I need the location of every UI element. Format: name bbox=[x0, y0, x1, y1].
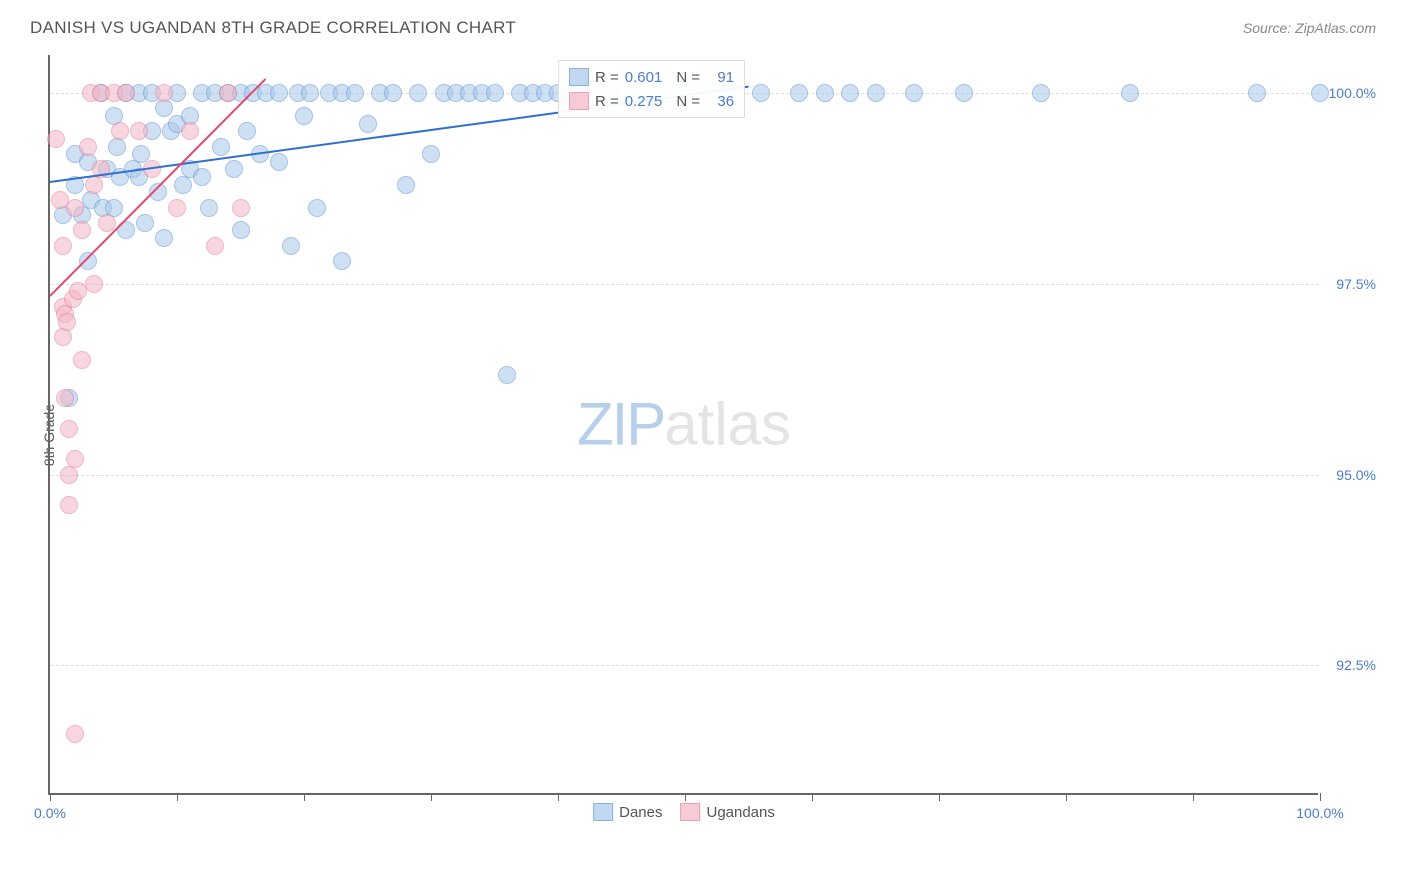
scatter-point bbox=[422, 145, 440, 163]
chart-title: DANISH VS UGANDAN 8TH GRADE CORRELATION … bbox=[30, 18, 516, 38]
scatter-point bbox=[73, 221, 91, 239]
legend-label: Ugandans bbox=[706, 804, 774, 821]
x-tick bbox=[685, 793, 686, 801]
scatter-point bbox=[867, 84, 885, 102]
scatter-point bbox=[168, 199, 186, 217]
gridline-h bbox=[51, 475, 1319, 476]
scatter-point bbox=[155, 229, 173, 247]
watermark: ZIPatlas bbox=[577, 390, 791, 459]
scatter-point bbox=[212, 138, 230, 156]
legend-stats: R = 0.601 N = 91 R = 0.275 N = 36 bbox=[558, 60, 745, 118]
scatter-point bbox=[1032, 84, 1050, 102]
chart-source: Source: ZipAtlas.com bbox=[1243, 20, 1376, 36]
y-tick-label: 100.0% bbox=[1329, 85, 1376, 101]
legend-label: Danes bbox=[619, 804, 662, 821]
scatter-point bbox=[219, 84, 237, 102]
scatter-point bbox=[384, 84, 402, 102]
scatter-point bbox=[409, 84, 427, 102]
scatter-point bbox=[225, 160, 243, 178]
scatter-point bbox=[54, 237, 72, 255]
scatter-point bbox=[270, 84, 288, 102]
x-tick bbox=[50, 793, 51, 801]
scatter-point bbox=[66, 199, 84, 217]
scatter-point bbox=[301, 84, 319, 102]
scatter-point bbox=[790, 84, 808, 102]
scatter-point bbox=[130, 122, 148, 140]
x-tick bbox=[177, 793, 178, 801]
scatter-point bbox=[1121, 84, 1139, 102]
scatter-point bbox=[73, 351, 91, 369]
x-tick bbox=[1193, 793, 1194, 801]
scatter-point bbox=[85, 275, 103, 293]
scatter-point bbox=[193, 168, 211, 186]
scatter-point bbox=[200, 199, 218, 217]
scatter-point bbox=[136, 214, 154, 232]
scatter-point bbox=[181, 122, 199, 140]
scatter-point bbox=[232, 199, 250, 217]
scatter-point bbox=[498, 366, 516, 384]
scatter-point bbox=[752, 84, 770, 102]
scatter-point bbox=[1311, 84, 1329, 102]
gridline-h bbox=[51, 284, 1319, 285]
scatter-point bbox=[56, 389, 74, 407]
x-tick-label: 0.0% bbox=[34, 805, 66, 821]
x-tick bbox=[558, 793, 559, 801]
x-tick bbox=[304, 793, 305, 801]
scatter-point bbox=[79, 138, 97, 156]
scatter-point bbox=[69, 282, 87, 300]
scatter-point bbox=[955, 84, 973, 102]
scatter-point bbox=[295, 107, 313, 125]
x-tick bbox=[812, 793, 813, 801]
scatter-point bbox=[117, 84, 135, 102]
scatter-point bbox=[60, 496, 78, 514]
scatter-point bbox=[486, 84, 504, 102]
scatter-point bbox=[905, 84, 923, 102]
scatter-point bbox=[60, 420, 78, 438]
scatter-point bbox=[111, 122, 129, 140]
scatter-point bbox=[47, 130, 65, 148]
scatter-point bbox=[816, 84, 834, 102]
scatter-point bbox=[841, 84, 859, 102]
scatter-point bbox=[270, 153, 288, 171]
x-tick bbox=[431, 793, 432, 801]
scatter-point bbox=[397, 176, 415, 194]
scatter-point bbox=[58, 313, 76, 331]
y-tick-label: 92.5% bbox=[1336, 657, 1376, 673]
y-tick-label: 95.0% bbox=[1336, 467, 1376, 483]
scatter-point bbox=[346, 84, 364, 102]
legend-stats-row: R = 0.275 N = 36 bbox=[569, 89, 734, 113]
x-tick bbox=[1066, 793, 1067, 801]
scatter-point bbox=[333, 252, 351, 270]
legend-swatch bbox=[569, 92, 589, 110]
plot-area: ZIPatlas 92.5%95.0%97.5%100.0%0.0%100.0%… bbox=[48, 55, 1318, 795]
scatter-point bbox=[1248, 84, 1266, 102]
legend-swatch bbox=[569, 68, 589, 86]
scatter-point bbox=[238, 122, 256, 140]
x-tick bbox=[1320, 793, 1321, 801]
scatter-point bbox=[232, 221, 250, 239]
scatter-point bbox=[66, 725, 84, 743]
legend-swatch bbox=[593, 803, 613, 821]
legend-item: Danes bbox=[593, 803, 662, 821]
chart-container: 8th Grade ZIPatlas 92.5%95.0%97.5%100.0%… bbox=[48, 55, 1376, 815]
x-tick-label: 100.0% bbox=[1296, 805, 1343, 821]
scatter-point bbox=[206, 237, 224, 255]
legend-stats-row: R = 0.601 N = 91 bbox=[569, 65, 734, 89]
legend-bottom: Danes Ugandans bbox=[593, 803, 775, 821]
scatter-point bbox=[54, 328, 72, 346]
scatter-point bbox=[282, 237, 300, 255]
scatter-point bbox=[108, 138, 126, 156]
legend-item: Ugandans bbox=[680, 803, 774, 821]
x-tick bbox=[939, 793, 940, 801]
legend-swatch bbox=[680, 803, 700, 821]
scatter-point bbox=[359, 115, 377, 133]
y-tick-label: 97.5% bbox=[1336, 276, 1376, 292]
scatter-point bbox=[66, 450, 84, 468]
scatter-point bbox=[308, 199, 326, 217]
scatter-point bbox=[155, 84, 173, 102]
gridline-h bbox=[51, 665, 1319, 666]
